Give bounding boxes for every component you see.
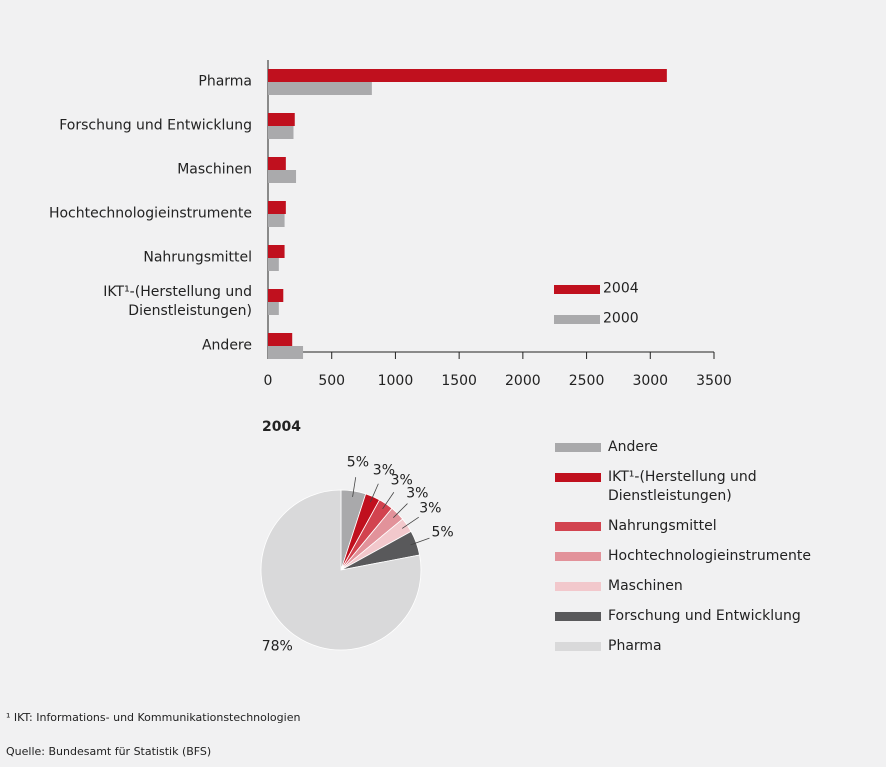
footnote: ¹ IKT: Informations- und Kommunikationst… [6,711,301,724]
leader-line [382,492,395,510]
legend-swatch [554,285,600,294]
legend-swatch [555,522,601,531]
x-tick-label: 1500 [441,373,477,389]
legend-label: Nahrungsmittel [608,517,717,534]
category-label: IKT¹-(Herstellung und Dienstleistungen) [103,284,252,319]
bar [268,333,293,346]
pie-value-label: 3% [419,500,442,517]
pie-value-label: 3% [390,472,413,489]
pie-title: 2004 [262,419,301,435]
legend-swatch [555,612,601,621]
legend-label: Hochtechnologieinstrumente [608,547,812,564]
bar [268,82,372,95]
category-label: Andere [201,337,252,354]
bar [268,157,286,170]
legend-swatch [554,315,600,324]
pie-value-label: 3% [372,462,395,479]
bar [268,214,285,227]
bar [268,126,294,139]
leader-line [401,516,419,529]
legend-label: Forschung und Entwicklung [608,607,801,624]
legend-label: Andere [608,438,659,455]
x-tick-label: 3500 [696,373,732,389]
legend-swatch [555,642,601,651]
pie-value-label: 78% [261,638,293,655]
category-label: Pharma [198,73,252,90]
x-tick-label: 1000 [377,373,414,389]
category-label: Forschung und Entwicklung [59,117,252,134]
x-tick-label: 3000 [632,373,669,389]
bar [268,289,284,302]
bar [268,346,304,359]
legend-swatch [555,582,601,591]
bar [268,69,667,82]
legend-label: 2004 [603,280,639,297]
x-tick-label: 2000 [505,373,541,389]
pie-value-label: 5% [346,454,369,471]
legend-label: 2000 [603,310,639,327]
pie-slice [260,489,422,651]
leader-line [370,483,379,503]
bar [268,302,279,315]
pie-value-label: 3% [406,485,429,502]
legend-swatch [555,473,601,482]
bar [268,201,286,214]
legend-label: Pharma [608,637,662,654]
x-tick-label: 2500 [568,373,605,389]
leader-line [393,503,408,518]
category-label: Nahrungsmittel [143,249,252,266]
category-label: Hochtechnologieinstrumente [48,205,252,222]
bar [268,258,279,271]
legend-swatch [555,443,601,452]
bar [268,170,297,183]
legend-label: IKT¹-(Herstellung und Dienstleistungen) [608,468,757,504]
leader-line [352,477,357,497]
x-tick-label: 0 [263,373,273,389]
pie-value-label: 5% [431,524,454,541]
bar [268,113,295,126]
x-tick-label: 500 [318,373,346,389]
leader-line [410,537,430,546]
source: Quelle: Bundesamt für Statistik (BFS) [6,745,212,758]
legend-swatch [555,552,601,561]
legend-label: Maschinen [608,577,683,594]
bar [268,245,285,258]
category-label: Maschinen [177,161,252,178]
